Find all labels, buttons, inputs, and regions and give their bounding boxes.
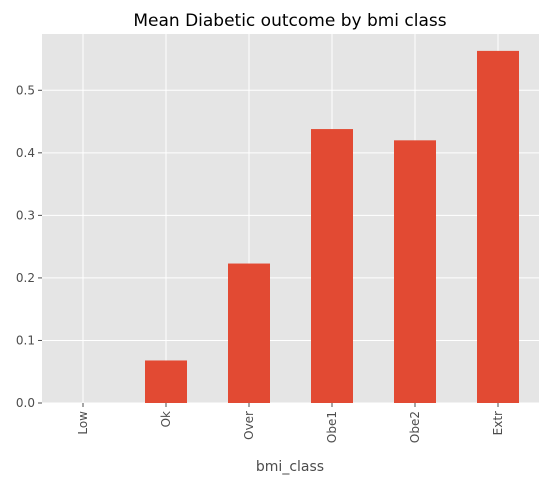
y-tick-label: 0.5 [16,83,35,97]
x-tick-label: Obe2 [408,411,422,443]
bar-obe2 [394,140,436,404]
x-tick-label: Ok [159,411,173,427]
x-axis-label: bmi_class [256,459,324,475]
y-tick-label: 0.0 [16,396,35,410]
x-tick-label: Obe1 [325,411,339,443]
plot-area [42,34,539,403]
bar-over [228,263,270,403]
x-tick-label: Extr [491,411,505,435]
x-tick-label: Low [76,411,90,435]
y-tick-label: 0.2 [16,271,35,285]
bars [145,50,519,404]
bar-obe1 [311,129,353,404]
x-tick-labels: Low Ok Over Obe1 Obe2 Extr [76,411,505,443]
y-tick-label: 0.1 [16,333,35,347]
y-tick-labels: 0.0 0.1 0.2 0.3 0.4 0.5 [16,83,35,410]
bar-extr [477,50,519,403]
x-tick-label: Over [242,411,256,440]
y-tick-label: 0.4 [16,146,35,160]
y-tick-label: 0.3 [16,208,35,222]
chart-title: Mean Diabetic outcome by bmi class [133,11,446,31]
bar-ok [145,360,187,403]
